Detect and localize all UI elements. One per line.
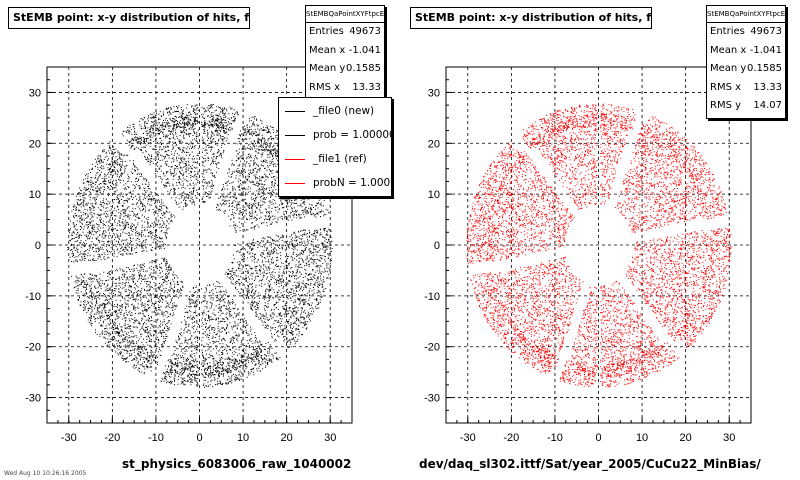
legend-entry: _file0 (new) xyxy=(279,99,391,123)
stats-value: 14.07 xyxy=(753,100,782,111)
x-tick-label: 30 xyxy=(723,432,735,444)
y-tick-label: 30 xyxy=(428,87,440,99)
y-tick-label: -20 xyxy=(424,342,440,354)
y-tick-label: 0 xyxy=(35,240,41,252)
y-tick-label: -10 xyxy=(25,291,41,303)
x-tick-label: -30 xyxy=(61,432,77,444)
stats-value: -1.041 xyxy=(348,44,381,56)
x-tick-label: -20 xyxy=(104,432,120,444)
legend-entry: _file1 (ref) xyxy=(279,147,391,171)
stats-label: Mean y xyxy=(309,63,346,74)
x-tick-label: 10 xyxy=(636,432,648,444)
scatter-dots xyxy=(466,103,732,388)
stats-row: RMS x 13.33 xyxy=(306,79,384,98)
stats-value: 0.1585 xyxy=(747,63,782,74)
x-tick-label: 30 xyxy=(324,432,336,444)
y-tick-label: 30 xyxy=(29,87,41,99)
timestamp-footnote: Wed Aug 10 10:26:16 2005 xyxy=(4,470,87,477)
x-tick-label: 0 xyxy=(595,432,601,444)
left-legend: _file0 (new) prob = 1.000000 _file1 (ref) p… xyxy=(278,97,392,197)
right-plot: -30 -20 -10 0 10 20 30 -30 -20 -10 0 10 20 30 xyxy=(424,66,752,444)
scatter-points xyxy=(466,103,732,388)
stats-value: 49673 xyxy=(349,26,381,37)
y-tick-label: 20 xyxy=(428,138,440,150)
y-tick-label: 10 xyxy=(29,189,41,201)
y-tick-label: 0 xyxy=(434,240,440,252)
legend-entry: prob = 1.000000 xyxy=(279,123,391,147)
scatter-points xyxy=(67,103,333,388)
y-tick-label: -10 xyxy=(424,291,440,303)
stats-label: Mean x xyxy=(309,44,346,56)
y-tick-label: -20 xyxy=(25,342,41,354)
stats-label: RMS x xyxy=(710,81,742,93)
x-tick-label: 0 xyxy=(196,432,202,444)
legend-line-swatch xyxy=(285,182,305,184)
legend-label: _file1 (ref) xyxy=(313,153,367,165)
x-tick-label: 20 xyxy=(281,432,293,444)
legend-entry: probN = 1.000000 xyxy=(279,171,391,195)
stats-row: Mean x -1.041 xyxy=(707,42,785,61)
stats-value: 49673 xyxy=(750,26,782,37)
stats-row: Entries 49673 xyxy=(707,23,785,42)
x-tick-label: 20 xyxy=(680,432,692,444)
stats-row: RMS x 13.33 xyxy=(707,79,785,98)
legend-label: probN = 1.000000 xyxy=(313,177,391,189)
legend-line-swatch xyxy=(285,134,305,136)
legend-label: _file0 (new) xyxy=(313,105,375,117)
right-stats-name: StEMBQaPointXYFtpcE xyxy=(707,6,785,23)
left-stats-name: StEMBQaPointXYFtpcE xyxy=(306,6,384,23)
x-tick-label: -30 xyxy=(460,432,476,444)
stats-row: Mean x -1.041 xyxy=(306,42,384,61)
x-tick-label: -20 xyxy=(503,432,519,444)
stats-label: Entries xyxy=(710,26,745,37)
left-plot-title: StEMB point: x-y distribution of hits, f… xyxy=(8,7,250,29)
left-x-axis-label: st_physics_6083006_raw_1040002 xyxy=(122,457,352,471)
legend-line-swatch xyxy=(285,158,305,160)
stats-row: Entries 49673 xyxy=(306,23,384,42)
stats-row: RMS y 14.07 xyxy=(707,97,785,116)
legend-label: prob = 1.000000 xyxy=(313,129,391,141)
scatter-dots xyxy=(67,103,333,388)
y-tick-label: 20 xyxy=(29,138,41,150)
left-stats-box: StEMBQaPointXYFtpcE Entries 49673 Mean x -1… xyxy=(305,5,385,101)
right-x-axis-label: dev/daq_sl302.ittf/Sat/year_2005/CuCu22_… xyxy=(419,457,761,471)
x-tick-label: -10 xyxy=(148,432,164,444)
stats-label: RMS y xyxy=(710,100,742,111)
stats-value: -1.041 xyxy=(749,44,782,56)
x-tick-label: -10 xyxy=(547,432,563,444)
stats-label: RMS x xyxy=(309,81,341,93)
legend-line-swatch xyxy=(285,110,305,112)
stats-row: Mean y 0.1585 xyxy=(306,60,384,79)
stats-value: 13.33 xyxy=(352,81,381,93)
stats-label: Mean x xyxy=(710,44,747,56)
stats-value: 13.33 xyxy=(753,81,782,93)
stats-value: 0.1585 xyxy=(346,63,381,74)
right-stats-box: StEMBQaPointXYFtpcE Entries 49673 Mean x -1… xyxy=(706,5,786,119)
x-tick-label: 10 xyxy=(237,432,249,444)
stats-row: Mean y 0.1585 xyxy=(707,60,785,79)
y-tick-label: -30 xyxy=(25,393,41,405)
y-tick-label: 10 xyxy=(428,189,440,201)
stats-label: Entries xyxy=(309,26,344,37)
right-plot-title: StEMB point: x-y distribution of hits, f… xyxy=(410,7,652,29)
y-tick-label: -30 xyxy=(424,393,440,405)
stats-label: Mean y xyxy=(710,63,747,74)
